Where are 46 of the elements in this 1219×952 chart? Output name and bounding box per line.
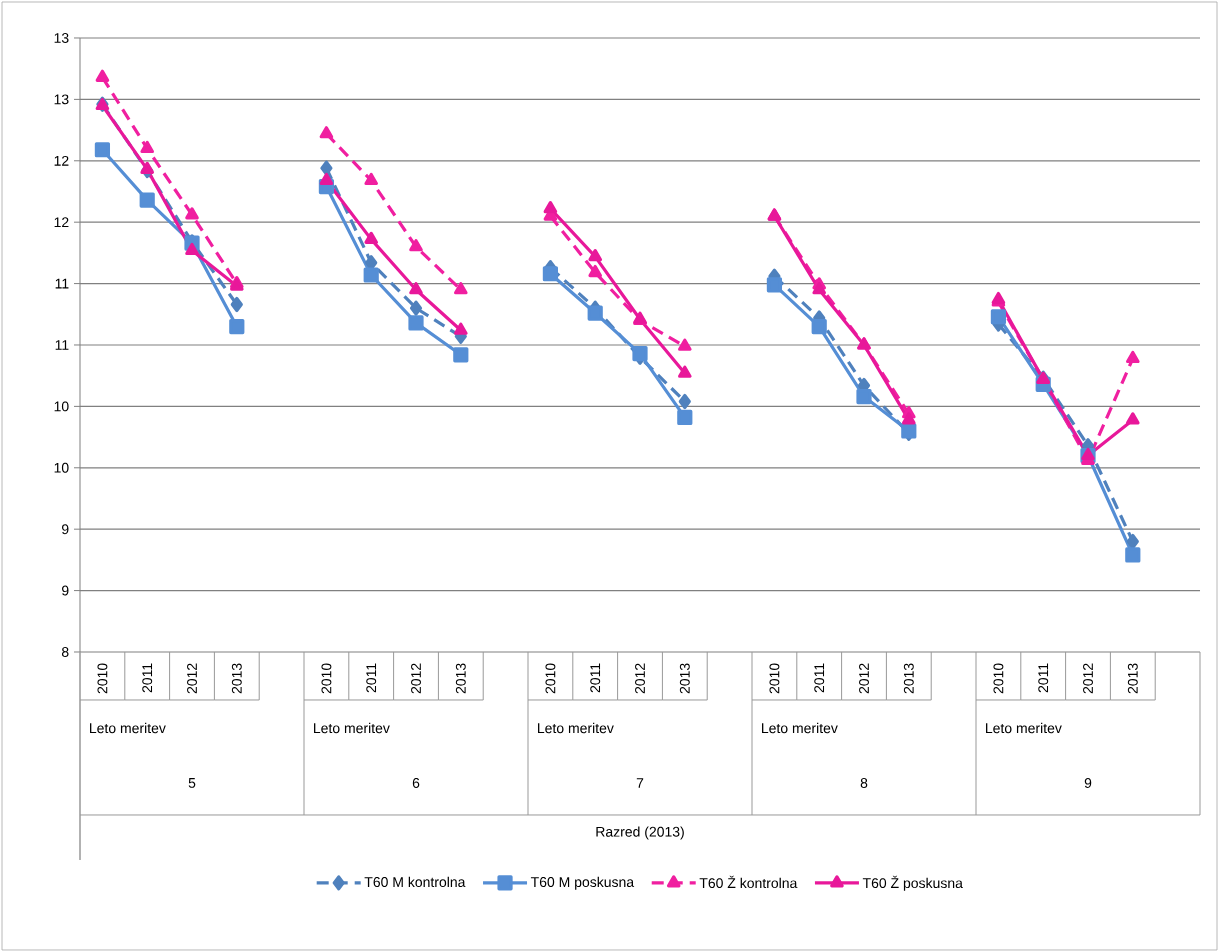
x-tick-label: 2011: [814, 663, 825, 693]
x-tick-label: 2012: [187, 663, 197, 694]
y-tick-label: 13: [54, 33, 69, 43]
x-tick-label: 2012: [859, 663, 869, 694]
text: 5: [188, 778, 196, 788]
legend-label: T60 M kontrolna: [364, 876, 466, 888]
y-tick-label: 11: [55, 340, 69, 350]
x-tick-label: 2010: [97, 663, 108, 694]
x-tick-label: 2010: [993, 663, 1004, 694]
text: Leto meritev: [314, 722, 390, 734]
y-tick-label: 12: [54, 155, 69, 166]
legend-label: T60 Ž poskusna: [862, 875, 963, 891]
x-tick-label: 2011: [1038, 663, 1049, 693]
y-tick-label: 11: [55, 278, 69, 289]
legend-label: T60 Ž kontrolna: [699, 875, 798, 889]
y-tick-label: 10: [54, 401, 69, 412]
x-tick-label: 2010: [321, 663, 332, 694]
x-tick-label: 2010: [769, 663, 780, 694]
x-tick-label: 2013: [1127, 663, 1138, 694]
y-tick-label: 13: [54, 94, 69, 105]
x-tick-label: 2010: [545, 663, 556, 694]
x-tick-label: 2013: [679, 663, 690, 694]
x-tick-label: 2012: [1083, 663, 1093, 694]
x-tick-label: 2012: [411, 663, 421, 694]
text: 6: [412, 778, 420, 788]
x-tick-label: 2013: [231, 663, 242, 694]
text: Leto meritev: [986, 722, 1062, 734]
y-tick-label: 12: [54, 217, 69, 228]
y-tick-label: 8: [61, 647, 69, 657]
x-tick-label: 2011: [590, 663, 601, 693]
y-tick-label: 10: [54, 462, 69, 473]
x-tick-label: 2012: [635, 663, 645, 694]
text: Leto meritev: [90, 722, 166, 734]
text: 9: [1084, 778, 1092, 788]
x-tick-label: 2011: [366, 663, 377, 693]
y-tick-label: 9: [62, 585, 69, 596]
legend-label: T60 M poskusna: [530, 876, 635, 890]
x-tick-label: 2011: [142, 663, 153, 693]
y-tick-label: 9: [62, 524, 69, 535]
text: Razred (2013): [596, 826, 684, 840]
text: 7: [636, 778, 644, 788]
text: Leto meritev: [538, 722, 614, 734]
x-tick-label: 2013: [903, 663, 914, 694]
text: 8: [860, 778, 868, 788]
text: Leto meritev: [762, 722, 838, 734]
x-tick-label: 2013: [455, 663, 466, 694]
